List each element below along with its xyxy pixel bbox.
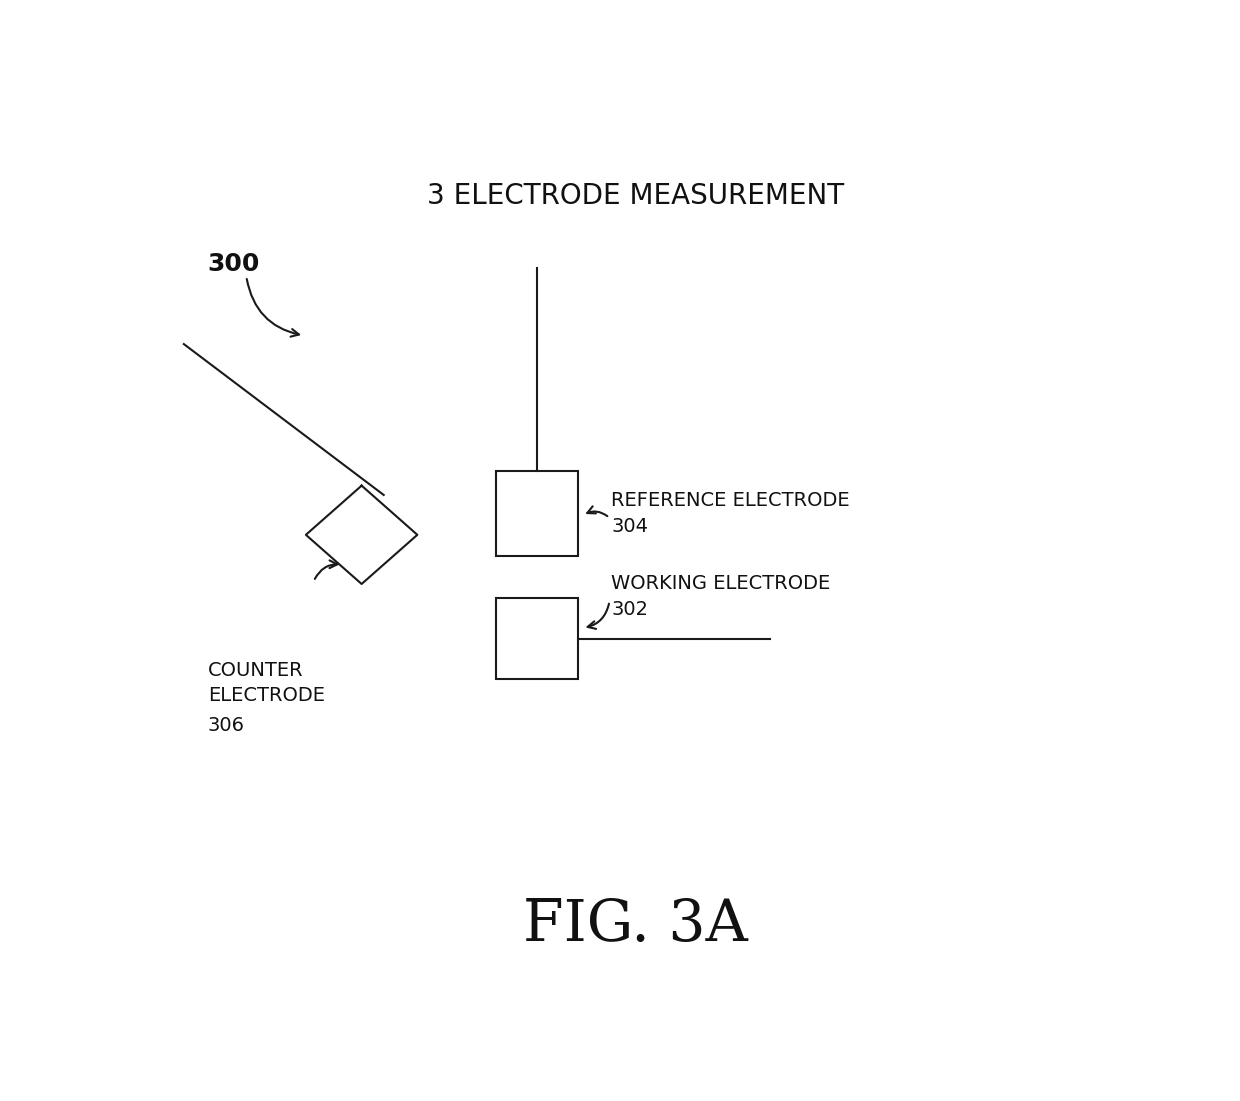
Text: 306: 306 [208,716,244,735]
Bar [496,471,578,556]
Text: 300: 300 [208,251,260,275]
Text: FIG. 3A: FIG. 3A [523,897,748,952]
Bar [496,599,578,679]
Text: WORKING ELECTRODE: WORKING ELECTRODE [611,574,831,592]
Text: 304: 304 [611,516,649,536]
Text: REFERENCE ELECTRODE: REFERENCE ELECTRODE [611,491,851,511]
Text: COUNTER: COUNTER [208,661,304,680]
Text: 3 ELECTRODE MEASUREMENT: 3 ELECTRODE MEASUREMENT [427,182,844,209]
Text: ELECTRODE: ELECTRODE [208,686,325,706]
Text: 302: 302 [611,600,649,619]
